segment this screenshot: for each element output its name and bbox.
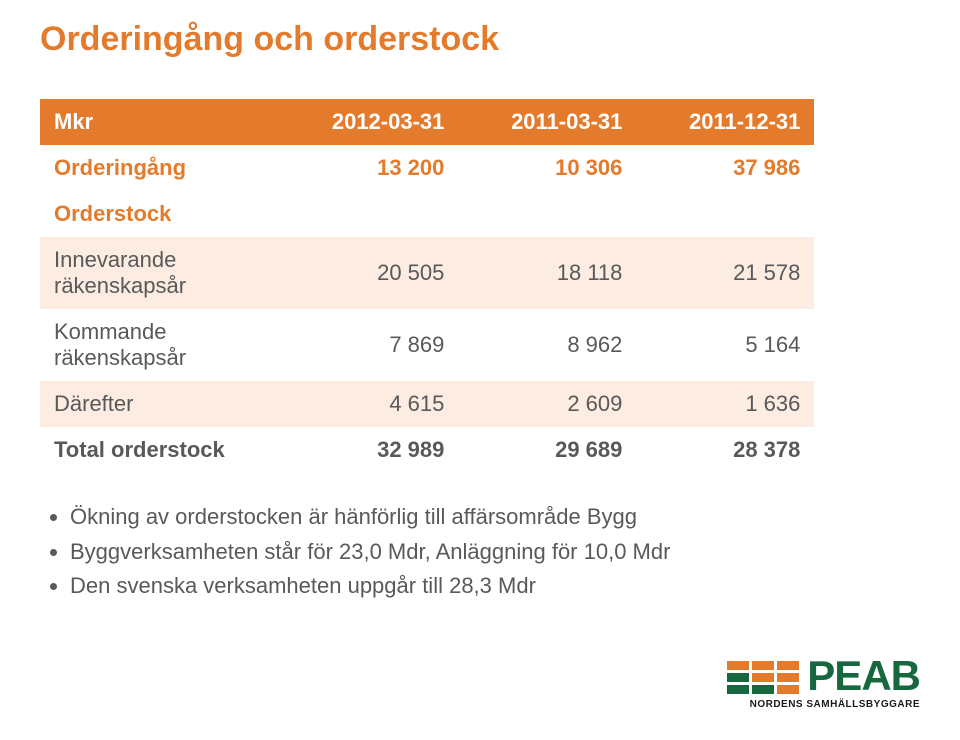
logo-bar-seg bbox=[727, 673, 749, 682]
cell-value: 7 869 bbox=[280, 309, 458, 381]
table-row: Orderingång 13 200 10 306 37 986 bbox=[40, 145, 814, 191]
cell-value: 32 989 bbox=[280, 427, 458, 473]
logo-bar-seg bbox=[752, 685, 774, 694]
table-row: Kommande räkenskapsår 7 869 8 962 5 164 bbox=[40, 309, 814, 381]
logo-bar-seg bbox=[727, 661, 749, 670]
table-header-row: Mkr 2012-03-31 2011-03-31 2011-12-31 bbox=[40, 99, 814, 145]
cell-value: 1 636 bbox=[636, 381, 814, 427]
logo-bar-seg bbox=[777, 661, 799, 670]
cell-value: 8 962 bbox=[458, 309, 636, 381]
cell-value: 29 689 bbox=[458, 427, 636, 473]
cell-label: Orderingång bbox=[40, 145, 280, 191]
logo-wordmark: PEAB bbox=[807, 655, 920, 697]
peab-logo: PEAB NORDENS SAMHÄLLSBYGGARE bbox=[727, 655, 920, 710]
logo-bar-seg bbox=[752, 673, 774, 682]
cell-value: 13 200 bbox=[280, 145, 458, 191]
logo-bar-seg bbox=[727, 685, 749, 694]
cell-value: 37 986 bbox=[636, 145, 814, 191]
cell-value bbox=[636, 191, 814, 237]
list-item: Byggverksamheten står för 23,0 Mdr, Anlä… bbox=[70, 538, 920, 567]
table-row: Därefter 4 615 2 609 1 636 bbox=[40, 381, 814, 427]
table-row: Innevarande räkenskapsår 20 505 18 118 2… bbox=[40, 237, 814, 309]
logo-bar-seg bbox=[777, 673, 799, 682]
list-item: Den svenska verksamheten uppgår till 28,… bbox=[70, 572, 920, 601]
list-item: Ökning av orderstocken är hänförlig till… bbox=[70, 503, 920, 532]
cell-value bbox=[280, 191, 458, 237]
page-title: Orderingång och orderstock bbox=[40, 20, 920, 59]
cell-value: 5 164 bbox=[636, 309, 814, 381]
cell-label: Kommande räkenskapsår bbox=[40, 309, 280, 381]
logo-bar-seg bbox=[752, 661, 774, 670]
logo-bars-icon bbox=[727, 661, 799, 697]
cell-label: Total orderstock bbox=[40, 427, 280, 473]
logo-bar-seg bbox=[777, 685, 799, 694]
logo-tagline: NORDENS SAMHÄLLSBYGGARE bbox=[727, 699, 920, 710]
cell-label: Därefter bbox=[40, 381, 280, 427]
cell-value: 21 578 bbox=[636, 237, 814, 309]
cell-value: 18 118 bbox=[458, 237, 636, 309]
cell-label: Orderstock bbox=[40, 191, 280, 237]
cell-value bbox=[458, 191, 636, 237]
cell-label: Innevarande räkenskapsår bbox=[40, 237, 280, 309]
col-date-1: 2012-03-31 bbox=[280, 99, 458, 145]
cell-value: 10 306 bbox=[458, 145, 636, 191]
cell-value: 28 378 bbox=[636, 427, 814, 473]
col-date-3: 2011-12-31 bbox=[636, 99, 814, 145]
table-row-total: Total orderstock 32 989 29 689 28 378 bbox=[40, 427, 814, 473]
order-table: Mkr 2012-03-31 2011-03-31 2011-12-31 Ord… bbox=[40, 99, 814, 473]
cell-value: 4 615 bbox=[280, 381, 458, 427]
col-label: Mkr bbox=[40, 99, 280, 145]
cell-value: 20 505 bbox=[280, 237, 458, 309]
bullet-list: Ökning av orderstocken är hänförlig till… bbox=[70, 503, 920, 601]
logo-content: PEAB bbox=[727, 655, 920, 697]
col-date-2: 2011-03-31 bbox=[458, 99, 636, 145]
table-row: Orderstock bbox=[40, 191, 814, 237]
cell-value: 2 609 bbox=[458, 381, 636, 427]
